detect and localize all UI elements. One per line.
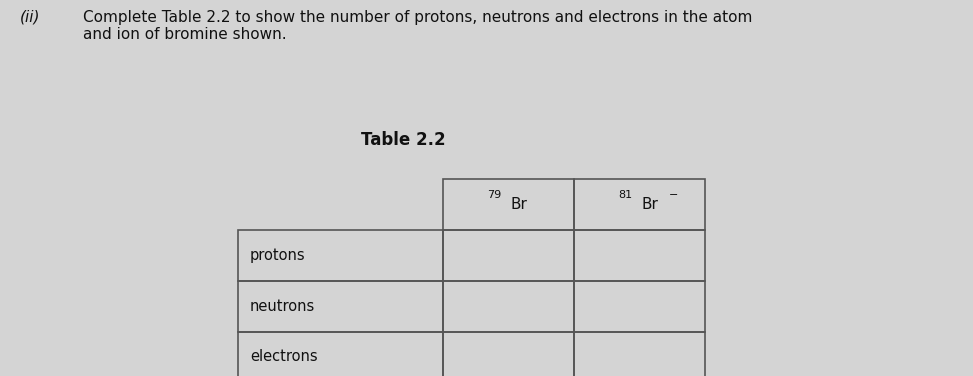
Bar [443, 179, 574, 230]
Bar [443, 332, 574, 376]
Text: electrons: electrons [250, 349, 318, 364]
Text: neutrons: neutrons [250, 299, 315, 314]
Bar [238, 332, 443, 376]
Text: Table 2.2: Table 2.2 [362, 131, 446, 149]
Bar [238, 230, 443, 280]
Bar [574, 280, 705, 332]
Bar [238, 280, 443, 332]
Text: Complete Table 2.2 to show the number of protons, neutrons and electrons in the : Complete Table 2.2 to show the number of… [83, 10, 752, 42]
Text: Br: Br [642, 197, 659, 212]
Text: 79: 79 [486, 190, 501, 200]
Bar [443, 280, 574, 332]
Bar [574, 332, 705, 376]
Text: protons: protons [250, 248, 306, 263]
Bar [574, 230, 705, 280]
Text: 81: 81 [619, 190, 632, 200]
Bar [574, 179, 705, 230]
Text: −: − [669, 190, 678, 200]
Text: Br: Br [510, 197, 527, 212]
Text: (ii): (ii) [19, 10, 40, 25]
Bar [443, 230, 574, 280]
